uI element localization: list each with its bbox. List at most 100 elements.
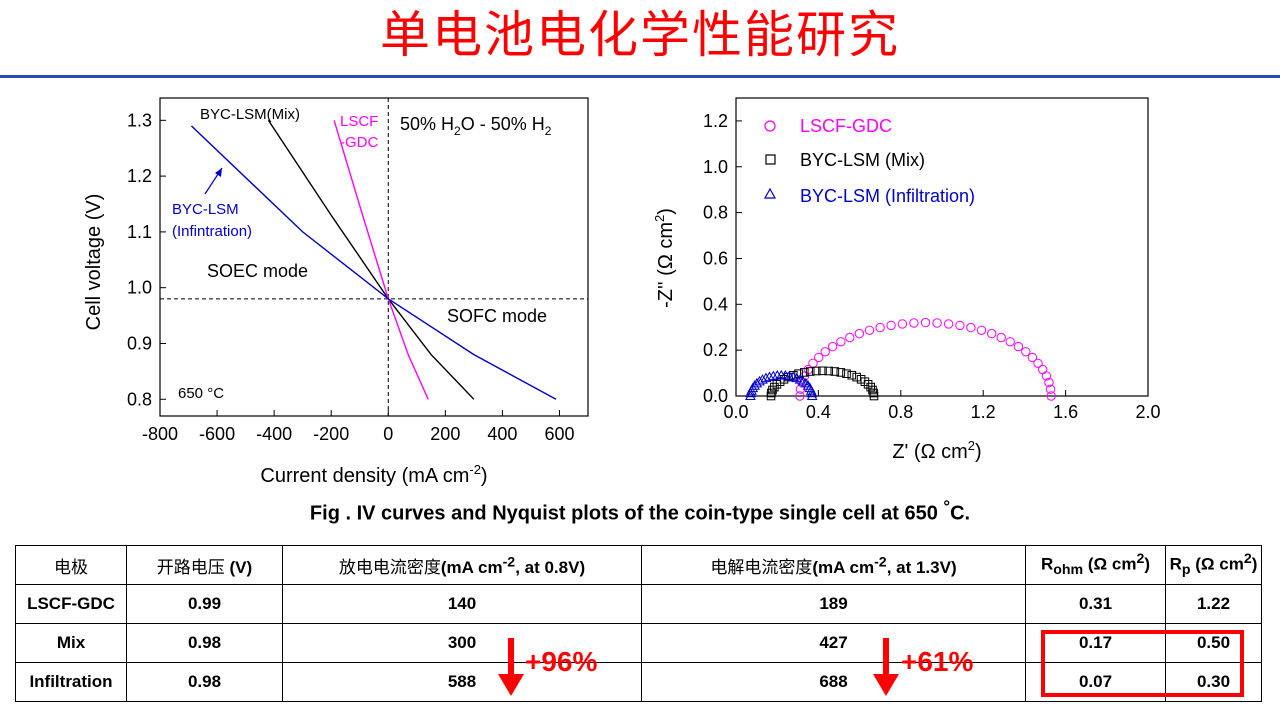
cell-electrode: LSCF-GDC — [15, 584, 127, 624]
nyquist-point-0 — [897, 319, 908, 329]
iv-y-axis-label: Cell voltage (V) — [83, 194, 105, 331]
nyquist-point-1 — [830, 367, 840, 376]
nyquist-point-0 — [1021, 347, 1031, 357]
legend-label-infiltration: BYC-LSM (Infiltration) — [800, 186, 975, 206]
nyquist-point-1 — [842, 369, 851, 378]
nyquist-point-1 — [824, 366, 834, 376]
nyquist-point-0 — [1038, 364, 1048, 375]
nyquist-point-2 — [806, 390, 818, 400]
nyquist-y-tick-label: 0.0 — [703, 386, 728, 406]
legend-marker-infiltration — [763, 187, 777, 199]
table-row: LSCF-GDC 0.99 140 189 0.31 1.22 — [15, 584, 1262, 624]
iv-series-line-2 — [190, 125, 557, 400]
cell-rohm: 0.17 — [1025, 623, 1166, 663]
nyquist-point-1 — [772, 380, 782, 389]
nyquist-y-tick-label: 0.4 — [703, 294, 728, 314]
nyquist-point-2 — [745, 390, 756, 400]
iv-x-tick-label: -600 — [199, 424, 235, 444]
nyquist-point-2 — [806, 387, 818, 398]
nyquist-point-0 — [966, 322, 976, 333]
nyquist-point-1 — [868, 385, 877, 395]
iv-series — [190, 119, 557, 400]
nyquist-x-tick-label: 2.0 — [1135, 402, 1160, 422]
nyquist-point-1 — [860, 377, 870, 386]
nyquist-point-0 — [996, 332, 1006, 343]
nyquist-y-tick-label: 1.2 — [703, 111, 728, 131]
nyquist-point-1 — [847, 370, 857, 380]
iv-x-tick-label: 0 — [383, 424, 393, 444]
nyquist-plot-frame — [735, 97, 1149, 397]
header-electrolysis: 电解电流密度(mA cm-2, at 1.3V) — [641, 545, 1026, 585]
iv-reference-lines — [160, 98, 588, 416]
iv-soec-label: SOEC mode — [207, 261, 308, 281]
nyquist-point-0 — [1046, 391, 1056, 401]
iv-x-axis-label: Current density (mA cm-2) — [260, 462, 487, 487]
cell-ocv: 0.98 — [126, 662, 283, 702]
cell-electrolysis: 688 — [641, 662, 1026, 702]
nyquist-y-tick-label: 0.8 — [703, 203, 728, 223]
iv-infiltration-arrowhead — [215, 168, 222, 177]
nyquist-point-0 — [820, 347, 830, 357]
iv-y-tick-label: 0.8 — [127, 389, 152, 409]
iv-y-tick-label: 1.2 — [127, 166, 152, 186]
iv-y-tick-label: 1.1 — [127, 222, 152, 242]
nyquist-point-0 — [909, 318, 919, 328]
nyquist-point-0 — [932, 318, 942, 328]
nyquist-point-0 — [920, 317, 931, 328]
nyquist-point-1 — [805, 367, 815, 376]
header-discharge: 放电电流密度(mA cm-2, at 0.8V) — [282, 545, 642, 585]
nyquist-point-1 — [863, 380, 873, 389]
cell-rohm: 0.31 — [1025, 584, 1166, 624]
resistance-highlight-box — [1041, 630, 1244, 697]
nyquist-x-tick-label: 1.2 — [971, 402, 996, 422]
header-ocv: 开路电压 (V) — [126, 545, 283, 585]
nyquist-point-0 — [943, 319, 954, 329]
iv-y-tick-label: 0.9 — [127, 333, 152, 353]
iv-x-tick-label: 200 — [430, 424, 460, 444]
cell-discharge: 140 — [282, 584, 642, 624]
cell-electrolysis: 189 — [641, 584, 1026, 624]
table-row: Infiltration 0.98 588 688 0.07 0.30 — [15, 662, 1262, 702]
nyquist-x-axis-label: Z' (Ω cm2) — [892, 438, 981, 463]
down-arrow-icon — [873, 638, 899, 696]
cell-electrode: Infiltration — [15, 662, 127, 702]
legend-label-mix: BYC-LSM (Mix) — [800, 150, 925, 170]
nyquist-y-tick-label: 0.2 — [703, 340, 728, 360]
iv-x-tick-label: -400 — [256, 424, 292, 444]
iv-ticks: -800 -600 -400 -200 0 200 400 600 0.8 0.9 1.0 1.1 1.… — [127, 110, 575, 444]
nyquist-point-0 — [836, 337, 846, 347]
iv-x-tick-label: 400 — [487, 424, 517, 444]
legend-marker-lscf-gdc — [764, 120, 776, 132]
nyquist-y-axis-label: -Z'' (Ω cm2) — [652, 208, 677, 308]
iv-y-tick-label: 1.0 — [127, 278, 152, 298]
nyquist-point-1 — [768, 385, 777, 395]
nyquist-point-0 — [864, 325, 875, 335]
nyquist-point-2 — [800, 377, 812, 388]
electrolysis-gain-label: +61% — [901, 646, 974, 677]
nyquist-point-0 — [1045, 384, 1056, 394]
down-arrow-icon — [498, 638, 524, 696]
nyquist-point-1 — [852, 372, 862, 382]
iv-plot-frame — [159, 97, 589, 417]
nyquist-x-tick-label: 0.0 — [723, 402, 748, 422]
iv-x-tick-label: -800 — [142, 424, 178, 444]
nyquist-series — [745, 317, 1056, 401]
nyquist-point-2 — [767, 370, 779, 381]
nyquist-point-1 — [767, 388, 776, 398]
figure-caption: Fig . IV curves and Nyquist plots of the… — [309, 497, 971, 525]
iv-sofc-label: SOFC mode — [447, 306, 547, 326]
nyquist-point-2 — [757, 374, 768, 384]
nyquist-point-0 — [1027, 352, 1038, 363]
nyquist-x-tick-label: 1.6 — [1053, 402, 1078, 422]
nyquist-x-tick-label: 0.8 — [888, 402, 913, 422]
nyquist-point-0 — [987, 328, 997, 339]
nyquist-point-0 — [955, 320, 965, 331]
nyquist-point-1 — [812, 366, 821, 376]
nyquist-point-0 — [875, 322, 885, 333]
header-rohm: Rohm (Ω cm2) — [1025, 545, 1166, 585]
results-table: 电极 开路电压 (V) 放电电流密度(mA cm-2, at 0.8V) 电解电… — [15, 545, 1262, 702]
nyquist-point-1 — [800, 368, 809, 377]
nyquist-point-0 — [1033, 358, 1043, 368]
iv-series-line-0 — [267, 119, 475, 400]
nyquist-point-0 — [854, 328, 865, 339]
